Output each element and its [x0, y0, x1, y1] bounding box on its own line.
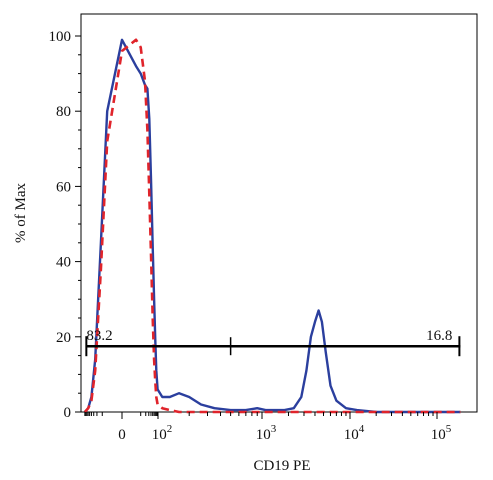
y-tick-label: 20 [56, 330, 71, 346]
y-tick-label: 100 [49, 29, 72, 45]
gate-layer: 83.2 16.8 [85, 328, 461, 357]
series-line-2 [83, 38, 461, 414]
series-layer [83, 38, 461, 414]
x-tick-label: 102 [152, 423, 173, 443]
y-tick-label: 60 [56, 179, 71, 195]
x-tick-label: 104 [344, 423, 365, 443]
y-tick-label: 80 [56, 104, 71, 120]
x-tick-label: 105 [431, 423, 452, 443]
x-tick-label: 103 [256, 423, 277, 443]
y-tick-label: 0 [64, 405, 72, 421]
x-axis-title: CD19 PE [253, 458, 310, 474]
gate-left-label: 83.2 [86, 328, 112, 344]
x-tick-label: 0 [118, 427, 126, 443]
y-axis: 0 20 40 60 80 100 [49, 29, 81, 421]
series-line-1 [83, 38, 461, 414]
y-tick-label: 40 [56, 255, 71, 271]
y-axis-title: % of Max [13, 183, 29, 243]
gate-right-label: 16.8 [426, 328, 452, 344]
x-axis: 0 102 103 104 105 [84, 412, 452, 443]
